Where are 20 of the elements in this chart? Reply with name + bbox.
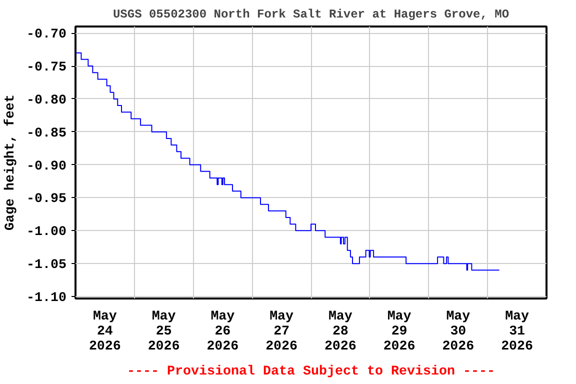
y-tick-label: -0.75 xyxy=(26,60,67,76)
x-tick-label: May 27 2026 xyxy=(266,310,298,354)
x-tick-label: May 28 2026 xyxy=(324,310,356,354)
y-tick-label: -1.05 xyxy=(26,258,67,274)
text: ---- Provisional Data Subject to Revision ---- xyxy=(127,364,495,380)
x-tick-label: May 30 2026 xyxy=(442,310,474,354)
y-tick-label: -0.85 xyxy=(26,126,67,142)
x-tick-label: May 26 2026 xyxy=(206,310,239,354)
chart-title: USGS 05502300 North Fork Salt River at Hagers Grove, MO xyxy=(112,8,510,22)
y-tick-label: -1.10 xyxy=(26,291,67,306)
y-tick-label: -1.00 xyxy=(26,225,67,240)
y-tick-label: -0.70 xyxy=(26,28,67,43)
y-tick-label: -0.90 xyxy=(26,159,67,174)
x-tick-label: May 31 2026 xyxy=(501,310,534,354)
y-tick-label: -0.80 xyxy=(26,93,67,108)
x-tick-label: May 29 2026 xyxy=(383,310,416,354)
x-tick-label: May 25 2026 xyxy=(148,310,180,354)
y-axis-title: Gage height, feet xyxy=(4,94,19,230)
y-tick-label: -0.95 xyxy=(26,192,67,208)
x-tick-label: May 24 2026 xyxy=(88,310,121,354)
